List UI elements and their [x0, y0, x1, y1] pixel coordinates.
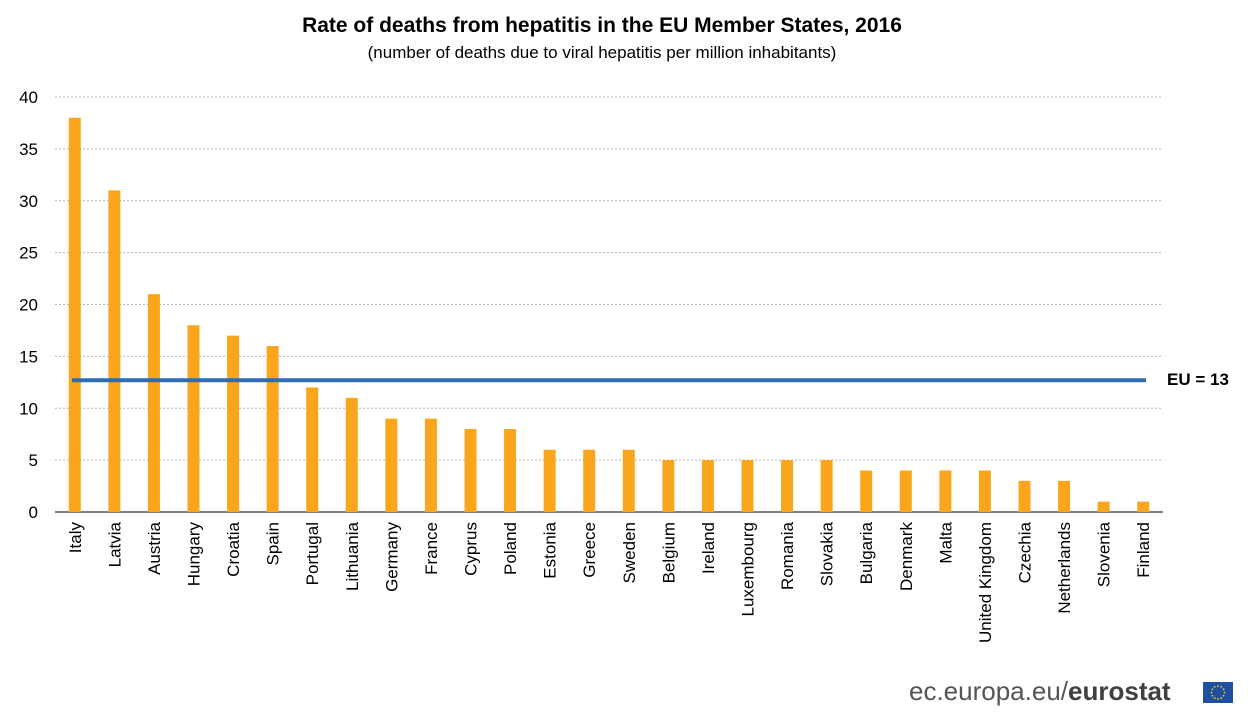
x-tick-label: Luxembourg [739, 522, 758, 617]
y-tick-label: 35 [19, 140, 38, 159]
flag-star [1222, 688, 1225, 691]
footer-domain: ec.europa.eu/ [909, 676, 1069, 706]
bar [978, 470, 991, 512]
bar [187, 325, 200, 512]
flag-star [1223, 691, 1226, 694]
bar [345, 397, 358, 512]
x-tick-label: Estonia [541, 521, 560, 578]
x-tick-label: Bulgaria [857, 521, 876, 584]
x-tick-label: Lithuania [343, 521, 362, 591]
chart-title: Rate of deaths from hepatitis in the EU … [302, 14, 902, 37]
x-tick-label: Italy [66, 522, 85, 554]
bar [1058, 480, 1071, 512]
x-tick-label: Denmark [897, 522, 916, 591]
x-tick-label: Sweden [620, 522, 639, 583]
x-tick-label: Croatia [224, 521, 243, 576]
flag-star [1213, 685, 1216, 688]
bar [899, 470, 912, 512]
bar [860, 470, 873, 512]
bar [1018, 480, 1031, 512]
x-tick-label: Hungary [185, 522, 204, 587]
flag-star [1211, 688, 1214, 691]
x-tick-label: Netherlands [1055, 522, 1074, 614]
bar [227, 335, 240, 512]
bar [266, 346, 279, 512]
x-tick-label: Spain [264, 522, 283, 565]
bar [1137, 501, 1150, 512]
y-tick-label: 15 [19, 347, 38, 366]
y-tick-label: 25 [19, 244, 38, 263]
x-tick-label: Greece [580, 522, 599, 578]
x-tick-label: Malta [936, 521, 955, 563]
bars [68, 117, 1150, 512]
bar [424, 418, 437, 512]
bar [820, 460, 833, 512]
x-tick-label: France [422, 522, 441, 575]
x-tick-label: Romania [778, 521, 797, 590]
y-tick-label: 20 [19, 296, 38, 315]
bar [385, 418, 398, 512]
bar [68, 117, 81, 512]
y-axis-tick-labels: 0 5 10 15 20 25 30 35 40 [19, 88, 38, 522]
bar [1097, 501, 1110, 512]
eu-average-label: EU = 13 [1167, 370, 1229, 389]
y-tick-label: 0 [29, 503, 38, 522]
bar [108, 190, 121, 512]
flag-star [1217, 698, 1219, 700]
bar [939, 470, 952, 512]
x-tick-label: Poland [501, 522, 520, 575]
bar [583, 449, 596, 512]
x-tick-label: Latvia [105, 521, 124, 567]
flag-star [1220, 697, 1223, 700]
flag-star [1213, 697, 1216, 700]
eurostat-footer: ec.europa.eu/eurostat [909, 676, 1171, 707]
flag-star [1211, 694, 1214, 697]
y-tick-label: 10 [19, 399, 38, 418]
bar [543, 449, 556, 512]
x-tick-label: Slovenia [1095, 521, 1114, 587]
bar [306, 387, 319, 512]
x-tick-label: Austria [145, 521, 164, 574]
x-tick-label: Czechia [1016, 521, 1035, 583]
x-tick-label: Cyprus [462, 522, 481, 576]
x-tick-label: Portugal [303, 522, 322, 585]
y-tick-label: 5 [29, 451, 38, 470]
x-tick-label: United Kingdom [976, 522, 995, 643]
x-axis-tick-labels: Italy Latvia Austria Hungary Croatia Spain Por… [66, 521, 1153, 643]
flag-star [1222, 694, 1225, 697]
bar [464, 429, 477, 512]
x-tick-label: Finland [1134, 522, 1153, 578]
x-tick-label: Ireland [699, 522, 718, 574]
y-tick-label: 30 [19, 192, 38, 211]
eu-flag-icon [1203, 682, 1233, 703]
bar [147, 294, 160, 512]
chart-subtitle: (number of deaths due to viral hepatitis… [367, 43, 837, 62]
y-tick-label: 40 [19, 88, 38, 107]
flag-star [1217, 685, 1219, 687]
bar [662, 460, 675, 512]
bar [781, 460, 794, 512]
footer-brand-name: eurostat [1068, 676, 1171, 706]
x-tick-label: Germany [382, 522, 401, 592]
bar [504, 429, 517, 512]
bar [741, 460, 754, 512]
flag-star [1210, 691, 1213, 694]
x-tick-label: Belgium [659, 522, 678, 583]
eu-average: EU = 13 [72, 370, 1229, 389]
flag-star [1220, 685, 1223, 688]
gridlines [55, 96, 1163, 513]
bar [701, 460, 714, 512]
bar [622, 449, 635, 512]
x-tick-label: Slovakia [818, 521, 837, 586]
